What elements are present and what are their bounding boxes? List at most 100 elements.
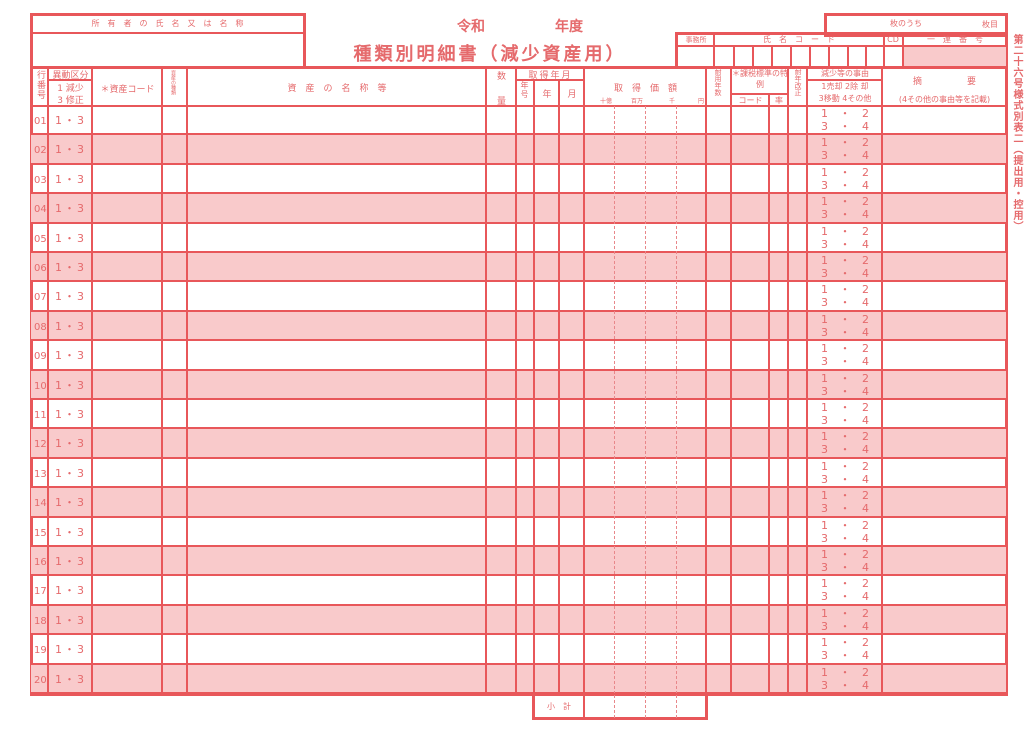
asset-name-field[interactable]: [188, 608, 484, 633]
reason-choice-1-2[interactable]: 1 ・ 2: [821, 224, 873, 238]
change-type-choice[interactable]: 1・3: [55, 584, 86, 598]
reason-choice-3-4[interactable]: 3 ・ 4: [821, 443, 873, 457]
reason-choice-3-4[interactable]: 3 ・ 4: [821, 414, 873, 427]
header-change-type-reduce: 1 減少: [57, 84, 84, 94]
reason-choice-3-4[interactable]: 3 ・ 4: [821, 237, 873, 251]
asset-name-field[interactable]: [188, 108, 484, 133]
reason-choice-3-4[interactable]: 3 ・ 4: [821, 296, 873, 310]
change-type-choice[interactable]: 1・3: [55, 555, 86, 568]
reason-choice-1-2[interactable]: 1 ・ 2: [821, 636, 873, 650]
unit-thousand: 千: [669, 98, 676, 105]
unit-billion: 十億: [600, 98, 613, 105]
change-type-choice[interactable]: 1・3: [55, 114, 86, 127]
header-reason-opt2: 3移動 4その他: [818, 94, 872, 103]
reason-choice-1-2[interactable]: 1 ・ 2: [821, 489, 873, 503]
reason-choice-1-2[interactable]: 1 ・ 2: [821, 165, 873, 179]
asset-name-field[interactable]: [188, 667, 484, 692]
reason-choice-3-4[interactable]: 3 ・ 4: [821, 472, 873, 486]
asset-name-field[interactable]: [188, 284, 484, 309]
asset-name-field[interactable]: [188, 402, 484, 427]
line-number: 10: [34, 380, 47, 392]
asset-name-field[interactable]: [188, 167, 484, 192]
subtotal-field[interactable]: [585, 695, 705, 718]
reason-choice-3-4[interactable]: 3 ・ 4: [821, 267, 873, 280]
office-label: 事務所: [685, 36, 707, 44]
header-quantity-top: 数: [496, 72, 506, 82]
reason-choice-3-4[interactable]: 3 ・ 4: [821, 208, 873, 222]
reason-choice-1-2[interactable]: 1 ・ 2: [821, 342, 873, 356]
reason-choice-3-4[interactable]: 3 ・ 4: [821, 678, 873, 692]
owner-name-field[interactable]: [33, 35, 303, 65]
asset-name-field[interactable]: [188, 343, 484, 368]
change-type-choice[interactable]: 1・3: [55, 202, 86, 216]
change-type-choice[interactable]: 1・3: [55, 319, 86, 333]
sheet-number-box: [824, 13, 1008, 37]
asset-name-field[interactable]: [188, 137, 484, 162]
change-type-choice[interactable]: 1・3: [55, 172, 86, 186]
reason-choice-1-2[interactable]: 1 ・ 2: [821, 312, 873, 326]
asset-name-field[interactable]: [188, 373, 484, 398]
asset-name-field[interactable]: [188, 549, 484, 574]
reason-choice-1-2[interactable]: 1 ・ 2: [821, 430, 873, 444]
change-type-choice[interactable]: 1・3: [55, 231, 86, 245]
reason-choice-1-2[interactable]: 1 ・ 2: [821, 665, 873, 679]
name-code-label: 氏 名 コ ー ド: [763, 35, 835, 44]
asset-name-field[interactable]: [188, 314, 484, 339]
reason-choice-1-2[interactable]: 1 ・ 2: [821, 136, 873, 150]
header-change-type: 異動区分: [52, 71, 89, 81]
serial-number-field[interactable]: [903, 47, 1006, 67]
form-title: 種類別明細書（減少資産用）: [353, 44, 627, 65]
asset-name-field[interactable]: [188, 431, 484, 456]
reason-choice-1-2[interactable]: 1 ・ 2: [821, 577, 873, 591]
change-type-choice[interactable]: 1・3: [55, 496, 86, 510]
change-type-choice[interactable]: 1・3: [55, 672, 86, 686]
line-number: 05: [34, 233, 47, 245]
reason-choice-3-4[interactable]: 3 ・ 4: [821, 561, 873, 574]
change-type-choice[interactable]: 1・3: [55, 349, 86, 363]
change-type-choice[interactable]: 1・3: [55, 290, 86, 304]
asset-name-field[interactable]: [188, 255, 484, 280]
change-type-choice[interactable]: 1・3: [55, 613, 86, 627]
reason-choice-3-4[interactable]: 3 ・ 4: [821, 355, 873, 369]
reason-choice-1-2[interactable]: 1 ・ 2: [821, 283, 873, 297]
asset-name-field[interactable]: [188, 461, 484, 486]
asset-name-field[interactable]: [188, 520, 484, 545]
change-type-choice[interactable]: 1・3: [55, 143, 86, 157]
reason-choice-1-2[interactable]: 1 ・ 2: [821, 548, 873, 561]
reason-choice-3-4[interactable]: 3 ・ 4: [821, 649, 873, 663]
reason-choice-3-4[interactable]: 3 ・ 4: [821, 384, 873, 398]
change-type-choice[interactable]: 1・3: [55, 378, 86, 392]
change-type-choice[interactable]: 1・3: [55, 466, 86, 480]
reason-choice-1-2[interactable]: 1 ・ 2: [821, 254, 873, 267]
reason-choice-1-2[interactable]: 1 ・ 2: [821, 459, 873, 473]
asset-name-field[interactable]: [188, 637, 484, 662]
reason-choice-1-2[interactable]: 1 ・ 2: [821, 401, 873, 414]
change-type-choice[interactable]: 1・3: [55, 643, 86, 657]
change-type-choice[interactable]: 1・3: [55, 408, 86, 421]
reason-choice-3-4[interactable]: 3 ・ 4: [821, 120, 873, 133]
change-type-choice[interactable]: 1・3: [55, 261, 86, 274]
header-reason-opt1: 1売却 2除 却: [821, 82, 869, 91]
reason-choice-3-4[interactable]: 3 ・ 4: [821, 590, 873, 604]
reason-choice-3-4[interactable]: 3 ・ 4: [821, 619, 873, 633]
reason-choice-1-2[interactable]: 1 ・ 2: [821, 195, 873, 209]
reason-choice-3-4[interactable]: 3 ・ 4: [821, 149, 873, 163]
reason-choice-3-4[interactable]: 3 ・ 4: [821, 178, 873, 192]
reason-choice-3-4[interactable]: 3 ・ 4: [821, 531, 873, 545]
reason-choice-1-2[interactable]: 1 ・ 2: [821, 107, 873, 120]
unit-yen: 円: [698, 98, 705, 105]
change-type-choice[interactable]: 1・3: [55, 525, 86, 539]
reason-choice-1-2[interactable]: 1 ・ 2: [821, 518, 873, 532]
asset-name-field[interactable]: [188, 578, 484, 603]
reason-choice-1-2[interactable]: 1 ・ 2: [821, 371, 873, 385]
asset-name-field[interactable]: [188, 196, 484, 221]
reason-choice-3-4[interactable]: 3 ・ 4: [821, 325, 873, 339]
asset-name-field[interactable]: [188, 490, 484, 515]
asset-name-field[interactable]: [188, 226, 484, 251]
reason-choice-1-2[interactable]: 1 ・ 2: [821, 606, 873, 620]
reason-choice-3-4[interactable]: 3 ・ 4: [821, 502, 873, 516]
change-type-choice[interactable]: 1・3: [55, 437, 86, 451]
